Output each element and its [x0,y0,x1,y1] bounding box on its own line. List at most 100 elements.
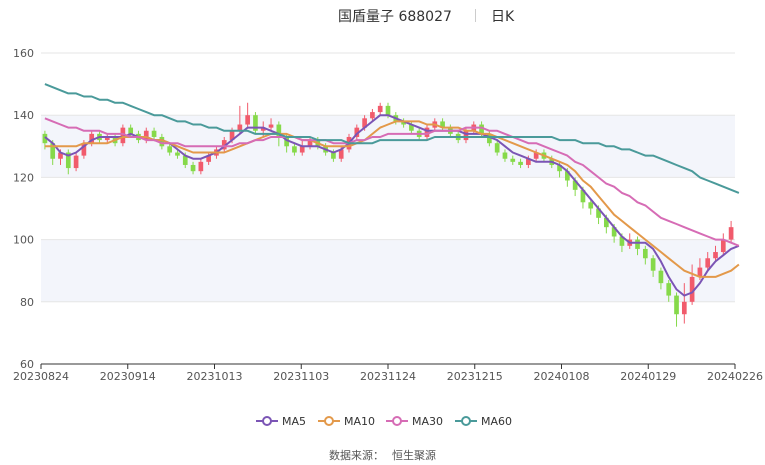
candle-body [642,248,648,259]
source-label: 数据来源： [329,449,384,462]
candle-body [697,267,703,277]
legend-label-ma60: MA60 [481,414,513,428]
candle-body [487,133,492,144]
candle-body [603,217,609,228]
candle-body [128,127,134,134]
candle-body [424,127,430,137]
series-line-ma60 [44,83,740,194]
candle-body [73,155,79,169]
candle-body [494,143,500,153]
x-tick-label: 20240108 [534,370,590,383]
candle-body [89,133,95,144]
x-tick-label: 20231124 [360,370,416,383]
candle-body [182,155,188,165]
candle-body [728,227,734,240]
candle-body [190,164,196,172]
x-tick-label: 20231103 [273,370,329,383]
grid-band [41,239,735,302]
candle-body [206,155,211,162]
legend-item-ma60[interactable]: MA60 [455,412,512,430]
candle-body [409,124,414,131]
series-line-ma30 [44,117,740,247]
candle-body [65,152,71,169]
candle-body [120,127,126,144]
candle-body [260,127,266,131]
candle-body [580,189,586,203]
candlestick-plot: 60 80 100 120 140 160 20230824 20230914 20231013… [13,47,763,383]
candle-body [689,276,695,302]
x-tick-label: 20230824 [13,370,69,383]
candle-body [666,283,672,296]
candle-body [221,140,227,150]
candle-body [292,146,297,153]
candle-body [705,258,711,268]
candle-body [167,146,173,153]
candle-body [713,252,718,259]
candle-body [557,164,562,172]
legend-marker-ma10-icon [318,416,340,426]
candle-body [362,118,367,128]
candle-body [611,227,617,237]
candle-body [245,115,250,125]
x-tick-label: 20230914 [100,370,156,383]
candle-body [502,152,508,159]
candle-body [596,208,601,218]
legend-marker-ma5-icon [256,416,278,426]
candle-body [619,236,625,246]
candle-body [175,152,180,156]
candle-body [518,161,523,165]
candle-body [565,171,570,181]
candle-body [331,152,336,159]
candle-body [151,130,157,137]
candle-body [440,121,445,128]
candle-body [354,127,360,137]
candle-body [720,239,726,253]
candle-body [159,136,165,147]
legend: MA5 MA10 MA30 MA60 [0,412,765,430]
candle-body [385,105,391,116]
candle-body [370,112,375,119]
candle-body [681,301,687,315]
legend-marker-ma30-icon [386,416,408,426]
source-name: 恒生聚源 [392,449,436,462]
candle-body [463,130,469,141]
legend-label-ma30: MA30 [412,414,444,428]
x-tick-label: 20231215 [447,370,503,383]
candle-body [635,239,640,249]
candle-body [307,140,313,147]
legend-label-ma10: MA10 [344,414,376,428]
legend-item-ma5[interactable]: MA5 [256,412,306,430]
chart-title: 国盾量子 688027 [338,9,452,25]
candle-body [50,143,56,159]
candle-body [58,152,63,159]
y-tick-label: 100 [13,234,34,247]
candle-body [268,124,274,128]
candle-body [81,143,87,156]
candle-body [143,130,149,141]
legend-marker-ma60-icon [455,416,477,426]
y-tick-label: 160 [13,47,34,60]
candle-body [588,202,594,209]
x-tick-label: 20240226 [707,370,763,383]
y-tick-label: 120 [13,171,34,184]
candle-body [658,270,664,284]
candle-body [276,124,282,137]
data-source: 数据来源： 恒生聚源 [0,447,765,463]
candle-body [338,149,344,159]
legend-item-ma30[interactable]: MA30 [386,412,443,430]
candle-body [533,152,539,159]
title-separator [475,9,476,22]
candle-body [650,258,656,271]
candle-body [42,133,48,144]
legend-label-ma5: MA5 [282,414,307,428]
candle-body [674,295,679,315]
period-label[interactable]: 日K [491,9,515,25]
x-tick-label: 20231013 [187,370,243,383]
candle-body [401,121,406,125]
candle-body [104,136,110,141]
y-tick-label: 60 [20,358,34,371]
candle-body [526,158,531,165]
legend-item-ma10[interactable]: MA10 [318,412,375,430]
candle-body [299,146,305,153]
